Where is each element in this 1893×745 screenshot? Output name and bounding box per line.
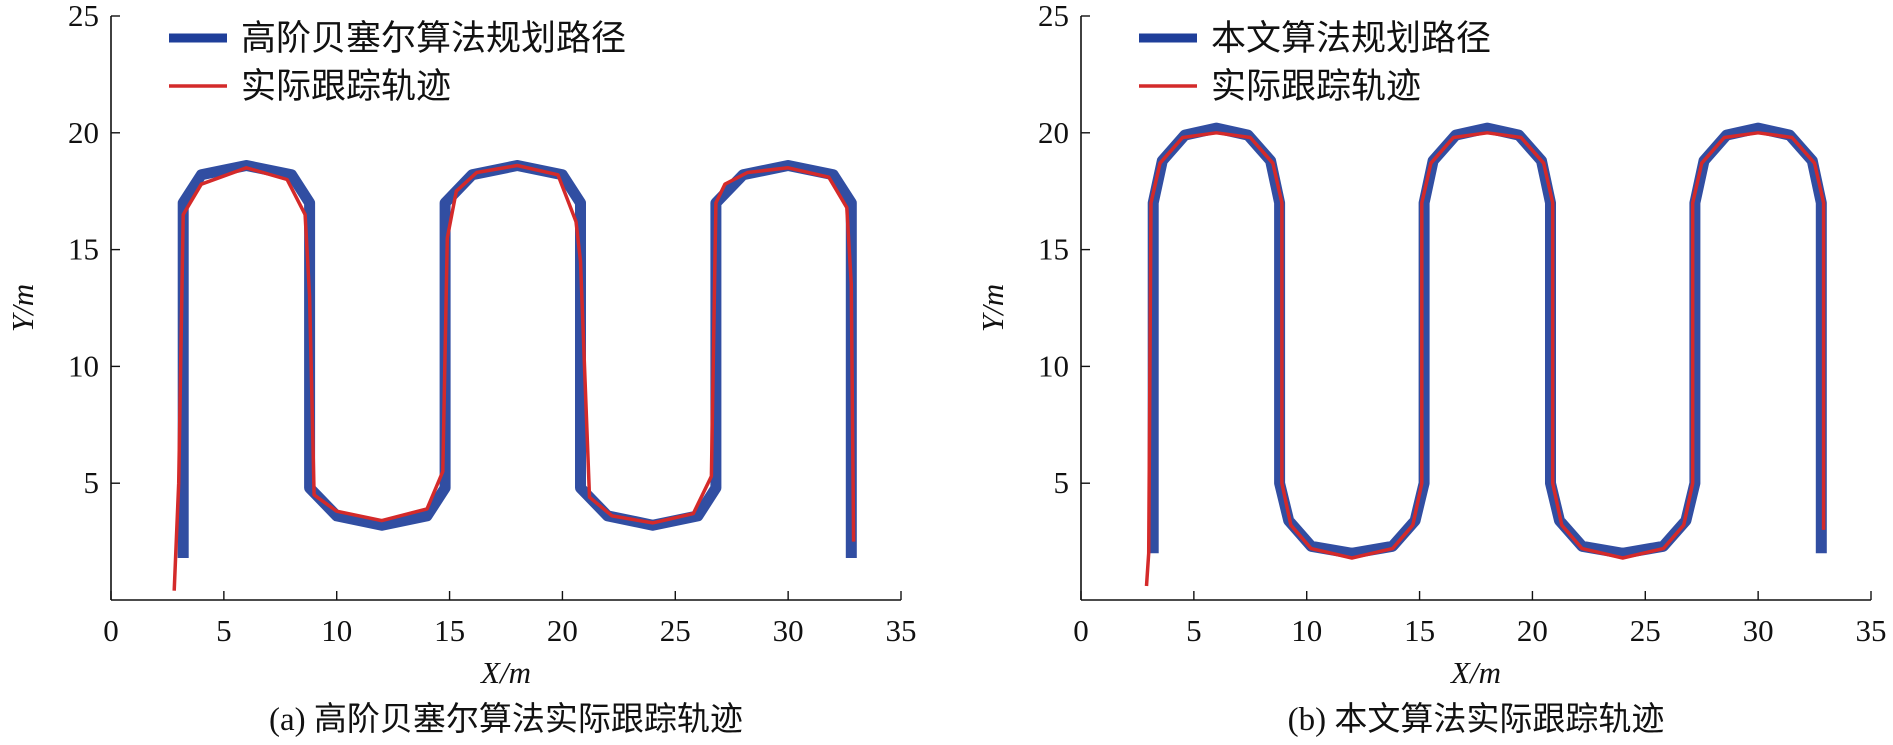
x-tick-label: 10	[321, 613, 352, 648]
y-tick-label: 10	[68, 348, 99, 383]
x-tick-label: 35	[1856, 613, 1887, 648]
y-tick-label: 15	[1038, 232, 1069, 267]
x-tick-label: 20	[547, 613, 578, 648]
x-tick-label: 0	[103, 613, 119, 648]
legend-label-0: 本文算法规划路径	[1211, 19, 1491, 59]
chart-panel-0: 0 5 10 15 20 25 30 35 5 10 15 20 25 X/m Y/m 高阶贝塞尔算法规划路径…	[5, 0, 917, 738]
y-tick-label: 20	[1038, 115, 1069, 150]
series-line-1	[1144, 131, 1826, 587]
x-tick-label: 5	[1186, 613, 1202, 648]
x-tick-label: 15	[1404, 613, 1435, 648]
x-tick-label: 5	[216, 613, 232, 648]
legend-label-1: 实际跟踪轨迹	[241, 67, 451, 107]
x-tick-label: 35	[886, 613, 917, 648]
y-axis-title: Y/m	[5, 284, 40, 332]
panel-caption: (b) 本文算法实际跟踪轨迹	[1288, 701, 1665, 738]
x-tick-label: 25	[1630, 613, 1661, 648]
legend-label-0: 高阶贝塞尔算法规划路径	[241, 19, 626, 59]
y-tick-label: 10	[1038, 348, 1069, 383]
y-tick-label: 25	[68, 0, 99, 33]
y-tick-label: 15	[68, 232, 99, 267]
x-tick-label: 20	[1517, 613, 1548, 648]
y-tick-label: 20	[68, 115, 99, 150]
y-tick-label: 25	[1038, 0, 1069, 33]
chart-panel-1: 0 5 10 15 20 25 30 35 5 10 15 20 25 X/m Y/m 本文算法规划路径实际跟…	[975, 0, 1887, 738]
x-tick-label: 30	[773, 613, 804, 648]
series-line-1	[172, 163, 856, 591]
y-tick-label: 5	[84, 465, 100, 500]
x-tick-label: 10	[1291, 613, 1322, 648]
series-line-0	[1147, 122, 1827, 559]
x-tick-label: 25	[660, 613, 691, 648]
y-axis-title: Y/m	[975, 284, 1010, 332]
x-axis-title: X/m	[1449, 655, 1501, 690]
x-tick-label: 0	[1073, 613, 1089, 648]
series-line-0	[177, 160, 857, 558]
x-tick-label: 15	[434, 613, 465, 648]
y-tick-label: 5	[1054, 465, 1070, 500]
panel-caption: (a) 高阶贝塞尔算法实际跟踪轨迹	[269, 701, 743, 738]
legend-label-1: 实际跟踪轨迹	[1211, 67, 1421, 107]
x-tick-label: 30	[1743, 613, 1774, 648]
x-axis-title: X/m	[479, 655, 531, 690]
